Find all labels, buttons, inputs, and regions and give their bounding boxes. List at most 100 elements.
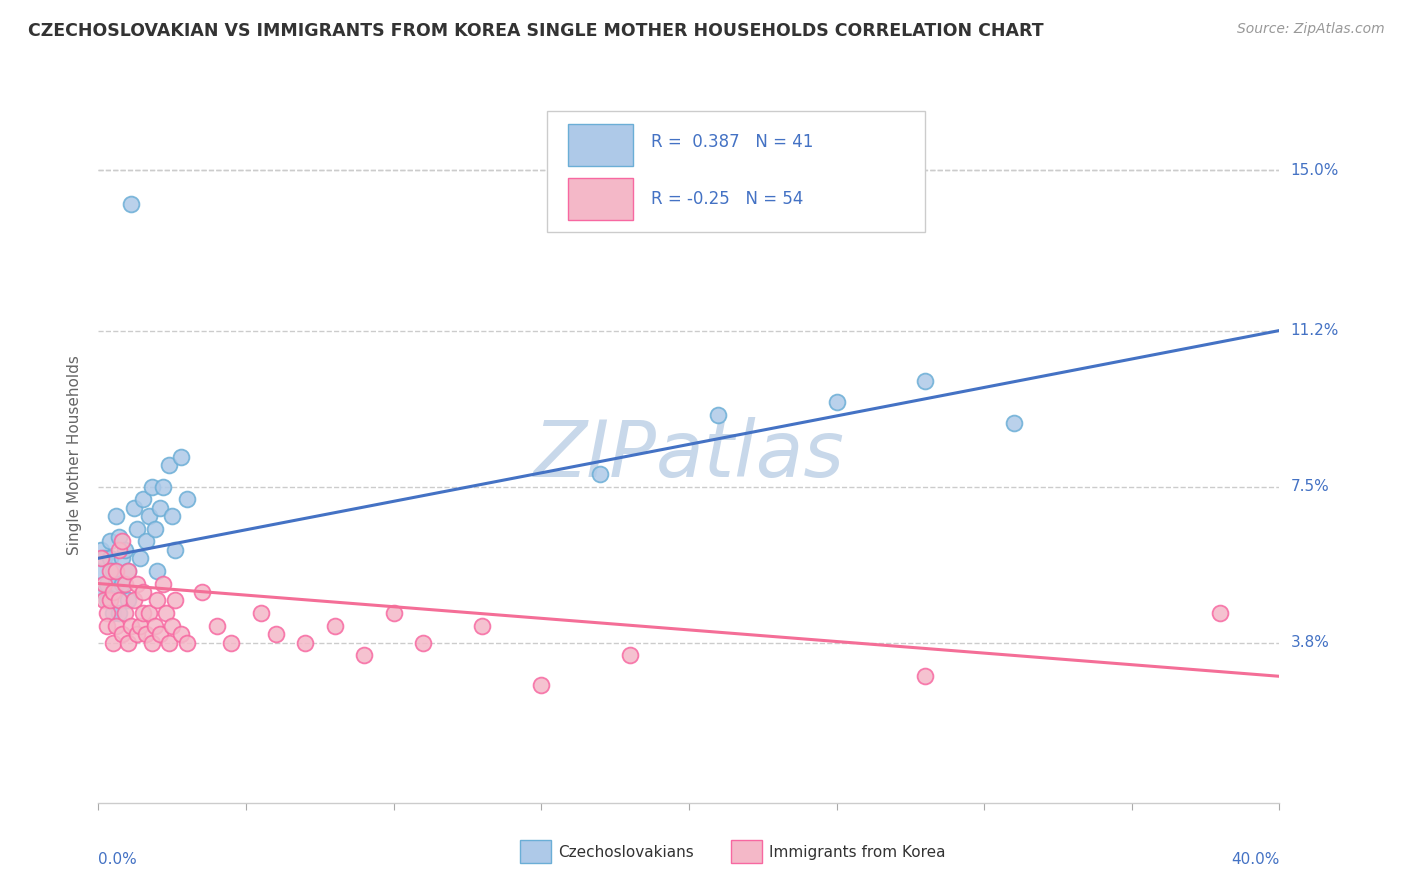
Point	[96, 593, 118, 607]
Point	[1002, 417, 1025, 431]
Point	[530, 678, 553, 692]
Point	[114, 576, 136, 591]
Point	[138, 509, 160, 524]
Point	[149, 500, 172, 515]
Point	[353, 648, 375, 663]
Point	[117, 564, 139, 578]
Point	[471, 618, 494, 632]
Text: CZECHOSLOVAKIAN VS IMMIGRANTS FROM KOREA SINGLE MOTHER HOUSEHOLDS CORRELATION CH: CZECHOSLOVAKIAN VS IMMIGRANTS FROM KOREA…	[28, 22, 1043, 40]
Text: 15.0%: 15.0%	[1291, 163, 1339, 178]
Text: 3.8%: 3.8%	[1291, 635, 1330, 650]
Point	[170, 450, 193, 464]
Point	[825, 395, 848, 409]
Point	[114, 542, 136, 557]
FancyBboxPatch shape	[568, 125, 634, 166]
Point	[205, 618, 228, 632]
Point	[128, 551, 150, 566]
Point	[165, 593, 187, 607]
Point	[219, 635, 242, 649]
Point	[105, 618, 128, 632]
Point	[96, 606, 118, 620]
Text: 0.0%: 0.0%	[98, 852, 138, 867]
Point	[412, 635, 434, 649]
Point	[191, 585, 214, 599]
Point	[157, 635, 180, 649]
Point	[125, 576, 148, 591]
Text: 7.5%: 7.5%	[1291, 479, 1329, 494]
Text: R = -0.25   N = 54: R = -0.25 N = 54	[651, 190, 803, 208]
Point	[108, 593, 131, 607]
Point	[111, 627, 134, 641]
Point	[294, 635, 316, 649]
Point	[157, 458, 180, 473]
Point	[152, 576, 174, 591]
Y-axis label: Single Mother Households: Single Mother Households	[67, 355, 83, 555]
Point	[111, 576, 134, 591]
Point	[98, 551, 121, 566]
Point	[132, 585, 155, 599]
Point	[264, 627, 287, 641]
Text: 11.2%: 11.2%	[1291, 323, 1339, 338]
FancyBboxPatch shape	[547, 111, 925, 232]
Point	[93, 593, 115, 607]
Point	[132, 606, 155, 620]
Point	[170, 627, 193, 641]
Point	[176, 635, 198, 649]
Point	[122, 593, 145, 607]
Point	[149, 627, 172, 641]
Point	[707, 408, 730, 422]
Point	[135, 534, 157, 549]
Point	[135, 627, 157, 641]
Point	[132, 492, 155, 507]
Point	[125, 522, 148, 536]
Point	[146, 564, 169, 578]
Text: 40.0%: 40.0%	[1232, 852, 1279, 867]
Point	[103, 606, 125, 620]
Point	[122, 500, 145, 515]
Point	[117, 635, 139, 649]
Point	[619, 648, 641, 663]
Point	[138, 606, 160, 620]
Point	[93, 551, 115, 566]
Point	[90, 551, 112, 566]
Point	[146, 593, 169, 607]
Point	[250, 606, 273, 620]
Point	[176, 492, 198, 507]
Point	[103, 635, 125, 649]
Point	[141, 479, 163, 493]
FancyBboxPatch shape	[568, 178, 634, 219]
Point	[117, 593, 139, 607]
Point	[108, 530, 131, 544]
Point	[117, 564, 139, 578]
Point	[914, 374, 936, 388]
Point	[111, 534, 134, 549]
Point	[128, 618, 150, 632]
Point	[103, 564, 125, 578]
Point	[103, 585, 125, 599]
Point	[90, 542, 112, 557]
Text: Source: ZipAtlas.com: Source: ZipAtlas.com	[1237, 22, 1385, 37]
Point	[96, 576, 118, 591]
Point	[914, 669, 936, 683]
Point	[125, 627, 148, 641]
Point	[108, 542, 131, 557]
Point	[155, 606, 177, 620]
Point	[93, 576, 115, 591]
Point	[143, 522, 166, 536]
Point	[108, 606, 131, 620]
Point	[382, 606, 405, 620]
Point	[111, 551, 134, 566]
Text: Immigrants from Korea: Immigrants from Korea	[769, 846, 946, 860]
Point	[152, 479, 174, 493]
Point	[323, 618, 346, 632]
Point	[96, 618, 118, 632]
Point	[105, 564, 128, 578]
Point	[143, 618, 166, 632]
Text: R =  0.387   N = 41: R = 0.387 N = 41	[651, 133, 814, 151]
Point	[114, 606, 136, 620]
Point	[93, 585, 115, 599]
Point	[162, 509, 183, 524]
Point	[162, 618, 183, 632]
Point	[105, 509, 128, 524]
Point	[589, 467, 612, 481]
